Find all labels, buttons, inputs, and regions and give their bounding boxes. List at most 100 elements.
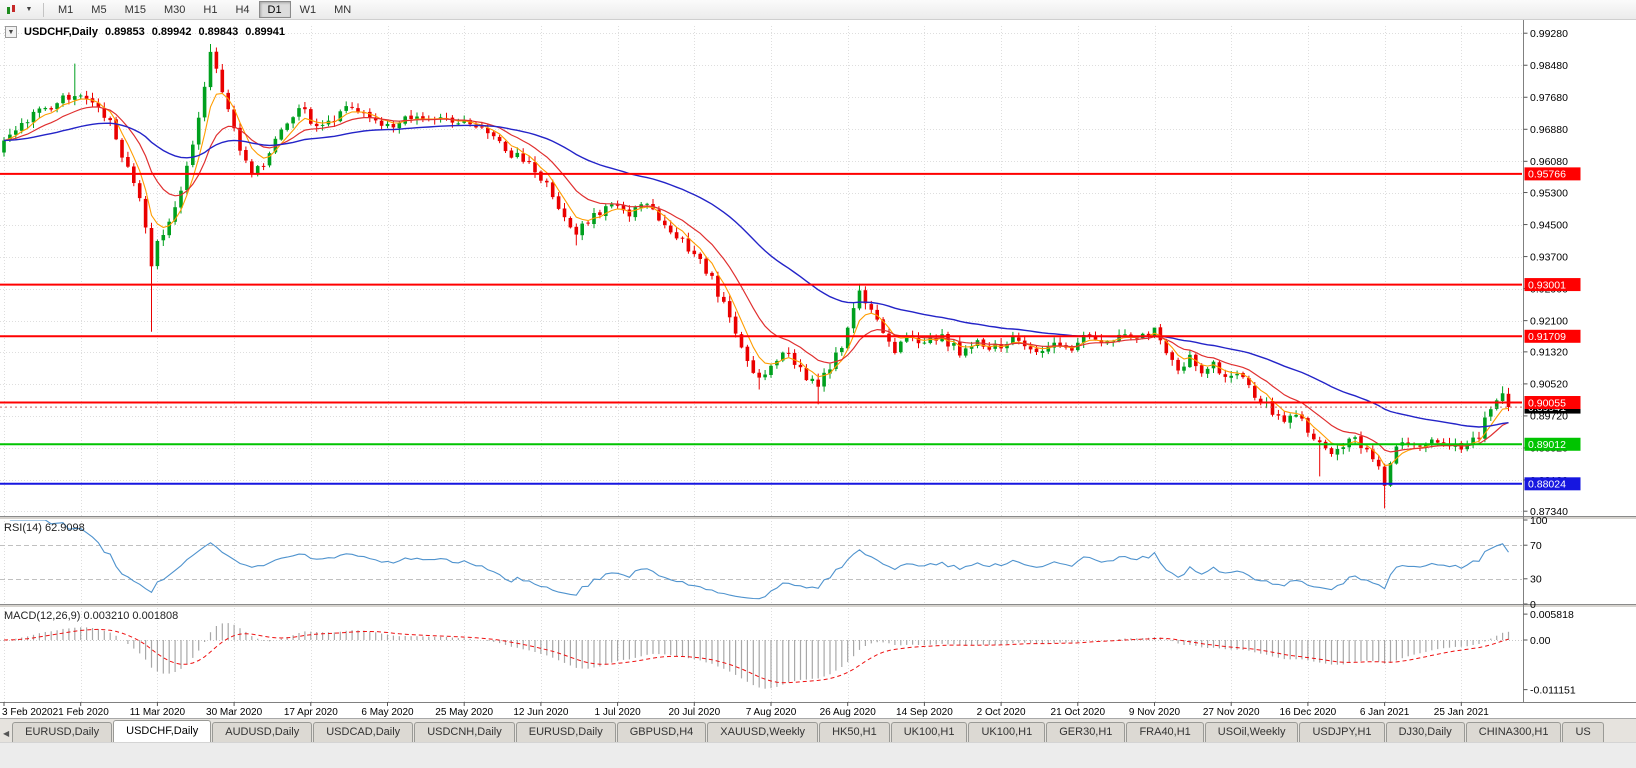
chart-tab-8-hk50-h1[interactable]: HK50,H1 [819, 722, 890, 742]
svg-text:0.96880: 0.96880 [1530, 124, 1568, 136]
symbol-name: USDCHF,Daily [24, 26, 98, 38]
chevron-down-icon: ▼ [25, 6, 33, 13]
svg-text:16 Dec 2020: 16 Dec 2020 [1280, 707, 1337, 718]
svg-text:9 Nov 2020: 9 Nov 2020 [1129, 707, 1181, 718]
chart-tab-11-ger30-h1[interactable]: GER30,H1 [1046, 722, 1126, 742]
chart-tab-13-usoil-weekly[interactable]: USOil,Weekly [1204, 722, 1299, 742]
macd-indicator-label: MACD(12,26,9) 0.003210 0.001808 [4, 610, 179, 622]
svg-text:1 Jul 2020: 1 Jul 2020 [595, 707, 642, 718]
timeframe-button-m5[interactable]: M5 [91, 4, 107, 16]
chart-canvas[interactable]: 0.99280 0.98480 0.97680 0.96880 0.96080 0.953… [0, 20, 1636, 718]
svg-text:0.00: 0.00 [1530, 635, 1551, 647]
candlestick-chart-icon [6, 4, 17, 16]
ohlc-open: 0.89853 [104, 26, 145, 38]
svg-text:0.95300: 0.95300 [1530, 187, 1568, 199]
svg-text:26 Aug 2020: 26 Aug 2020 [820, 707, 877, 718]
chevron-down-icon: ▼ [7, 28, 15, 36]
svg-text:0.95766: 0.95766 [1528, 169, 1566, 181]
svg-text:0.89012: 0.89012 [1528, 439, 1566, 451]
rsi-plot [0, 520, 1522, 600]
chart-tab-0-eurusd-daily[interactable]: EURUSD,Daily [12, 722, 113, 742]
macd-plot [0, 623, 1522, 689]
grid [0, 26, 1522, 702]
svg-text:-0.011151: -0.011151 [1530, 684, 1576, 696]
svg-text:6 Jan 2021: 6 Jan 2021 [1360, 707, 1410, 718]
svg-text:0.92100: 0.92100 [1530, 315, 1568, 327]
chart-tab-15-dj30-daily[interactable]: DJ30,Daily [1385, 722, 1465, 742]
timeframe-button-w1[interactable]: W1 [299, 4, 317, 16]
svg-text:70: 70 [1530, 540, 1542, 552]
timeframe-button-h1[interactable]: H1 [203, 4, 218, 16]
timeframe-button-m1[interactable]: M1 [58, 4, 74, 16]
timeframe-buttons: M1 M5 M15 M30 H1 H4 D1 W1 MN [49, 0, 360, 20]
timeframe-button-mn[interactable]: MN [334, 4, 352, 16]
svg-text:0.99280: 0.99280 [1530, 28, 1568, 40]
svg-text:0.005818: 0.005818 [1530, 609, 1574, 621]
svg-text:12 Jun 2020: 12 Jun 2020 [513, 707, 568, 718]
ohlc-high: 0.89942 [151, 26, 192, 38]
chart-tab-16-china300-h1[interactable]: CHINA300,H1 [1465, 722, 1562, 742]
chart-tab-3-usdcad-daily[interactable]: USDCAD,Daily [313, 722, 414, 742]
svg-text:27 Nov 2020: 27 Nov 2020 [1203, 707, 1260, 718]
svg-text:0.90055: 0.90055 [1528, 397, 1566, 409]
chart-type-button[interactable] [2, 1, 20, 18]
chart-tab-4-usdcnh-daily[interactable]: USDCNH,Daily [414, 722, 515, 742]
chart-tab-17-us[interactable]: US [1562, 722, 1604, 742]
svg-text:21 Feb 2020: 21 Feb 2020 [53, 707, 110, 718]
chart-type-dropdown-button[interactable]: ▼ [20, 1, 38, 18]
svg-text:0.93700: 0.93700 [1530, 251, 1568, 263]
toolbar-separator [43, 2, 44, 17]
chart-tab-bar: ◀ EURUSD,Daily USDCHF,Daily AUDUSD,Daily US… [0, 718, 1636, 742]
timeframe-button-m15[interactable]: M15 [124, 4, 146, 16]
top-toolbar: ▼ M1 M5 M15 M30 H1 H4 D1 W1 MN [0, 0, 1636, 20]
svg-text:0.97680: 0.97680 [1530, 92, 1568, 104]
chart-tab-12-fra40-h1[interactable]: FRA40,H1 [1126, 722, 1204, 742]
chart-tab-7-xauusd-weekly[interactable]: XAUUSD,Weekly [707, 722, 819, 742]
chart-tab-9-uk100-h1[interactable]: UK100,H1 [890, 722, 968, 742]
svg-text:6 May 2020: 6 May 2020 [361, 707, 414, 718]
svg-text:0.94500: 0.94500 [1530, 219, 1568, 231]
chart-tab-6-gbpusd-h4[interactable]: GBPUSD,H4 [616, 722, 707, 742]
svg-text:0.93001: 0.93001 [1528, 279, 1566, 291]
svg-text:0.91320: 0.91320 [1530, 347, 1568, 359]
rsi-indicator-label: RSI(14) 62.9098 [4, 522, 85, 534]
ohlc-low: 0.89843 [198, 26, 239, 38]
svg-text:7 Aug 2020: 7 Aug 2020 [746, 707, 797, 718]
svg-text:20 Jul 2020: 20 Jul 2020 [668, 707, 720, 718]
chart-tab-1-usdchf-daily[interactable]: USDCHF,Daily [113, 720, 212, 742]
svg-text:25 Jan 2021: 25 Jan 2021 [1434, 707, 1489, 718]
svg-text:21 Oct 2020: 21 Oct 2020 [1051, 707, 1106, 718]
svg-text:0.98480: 0.98480 [1530, 60, 1568, 72]
chart-tab-5-eurusd-daily[interactable]: EURUSD,Daily [515, 722, 616, 742]
svg-text:0.89720: 0.89720 [1530, 411, 1568, 423]
horizontal-lines[interactable] [0, 172, 1522, 485]
status-bar [0, 742, 1636, 768]
svg-text:25 May 2020: 25 May 2020 [435, 707, 493, 718]
timeframe-button-h4[interactable]: H4 [235, 4, 250, 16]
chart-tab-14-usdjpy-h1[interactable]: USDJPY,H1 [1299, 722, 1385, 742]
time-axis[interactable]: 3 Feb 2020 21 Feb 2020 11 Mar 2020 30 Mar 2… [2, 702, 1489, 718]
chart-tab-2-audusd-daily[interactable]: AUDUSD,Daily [212, 722, 313, 742]
svg-text:17 Apr 2020: 17 Apr 2020 [284, 707, 338, 718]
timeframe-button-d1[interactable]: D1 [258, 1, 291, 18]
svg-text:100: 100 [1530, 515, 1548, 527]
svg-text:0: 0 [1530, 599, 1536, 611]
svg-text:0.88024: 0.88024 [1528, 479, 1566, 491]
chart-tabs: EURUSD,Daily USDCHF,Daily AUDUSD,Daily USDC… [12, 719, 1605, 742]
chart-window: 0.99280 0.98480 0.97680 0.96880 0.96080 0.953… [0, 20, 1636, 718]
price-axis[interactable]: 0.99280 0.98480 0.97680 0.96880 0.96080 0.953… [1523, 28, 1581, 696]
timeframe-button-m30[interactable]: M30 [163, 4, 186, 16]
svg-text:30 Mar 2020: 30 Mar 2020 [206, 707, 263, 718]
svg-text:2 Oct 2020: 2 Oct 2020 [977, 707, 1026, 718]
svg-text:11 Mar 2020: 11 Mar 2020 [130, 707, 186, 718]
panel-separators [0, 20, 1636, 703]
chart-title: ▼ USDCHF,Daily 0.89853 0.89942 0.89843 0… [5, 26, 285, 38]
symbol-dropdown-button[interactable]: ▼ [5, 26, 17, 38]
tab-scroll-left-icon[interactable]: ◀ [3, 729, 10, 738]
svg-text:0.91709: 0.91709 [1528, 331, 1566, 343]
candles [2, 44, 1511, 509]
svg-text:14 Sep 2020: 14 Sep 2020 [896, 707, 953, 718]
chart-tab-10-uk100-h1[interactable]: UK100,H1 [968, 722, 1046, 742]
svg-text:30: 30 [1530, 574, 1542, 586]
svg-text:0.90520: 0.90520 [1530, 379, 1568, 391]
